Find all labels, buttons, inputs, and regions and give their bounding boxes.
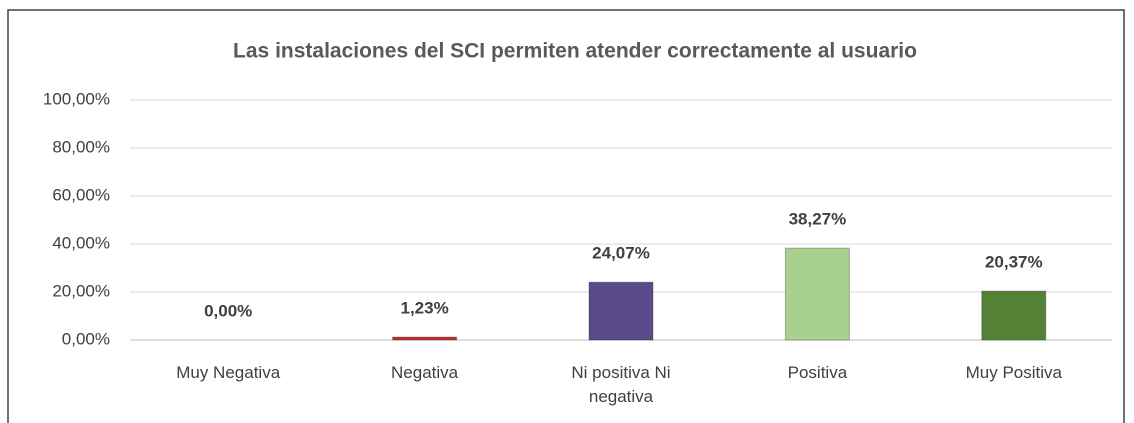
data-label: 1,23% xyxy=(400,299,448,318)
data-label: 20,37% xyxy=(985,253,1043,272)
y-tick-label: 20,00% xyxy=(52,281,110,300)
y-tick-label: 100,00% xyxy=(43,89,110,108)
bar xyxy=(588,281,654,341)
data-label: 38,27% xyxy=(789,210,847,229)
y-tick-label: 80,00% xyxy=(52,137,110,156)
x-tick-label: Ni positiva Ni negativa xyxy=(571,363,671,406)
bar xyxy=(784,247,850,341)
x-tick-label: Negativa xyxy=(391,363,459,382)
bar xyxy=(981,290,1047,341)
chart-title: Las instalaciones del SCI permiten atend… xyxy=(233,40,917,63)
y-tick-label: 60,00% xyxy=(52,185,110,204)
chart-border xyxy=(7,9,1125,423)
x-tick-label: Muy Negativa xyxy=(176,363,281,382)
bar xyxy=(392,336,458,341)
x-tick-label: Positiva xyxy=(787,363,848,382)
data-label: 0,00% xyxy=(204,301,252,320)
x-tick-label: Muy Positiva xyxy=(965,363,1062,382)
y-tick-label: 0,00% xyxy=(62,329,110,348)
y-tick-label: 40,00% xyxy=(52,233,110,252)
data-label: 24,07% xyxy=(592,244,650,263)
